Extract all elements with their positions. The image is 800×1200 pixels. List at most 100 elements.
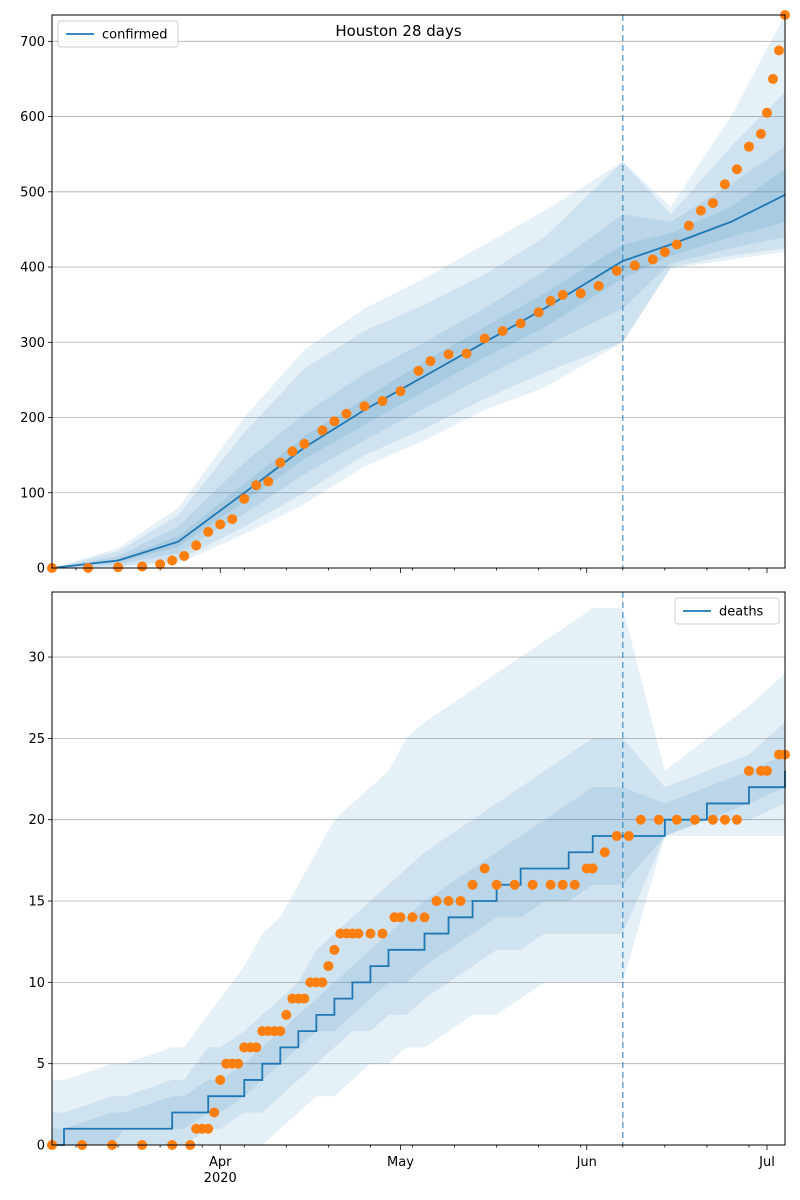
observed-point xyxy=(191,540,202,551)
legend-label: deaths xyxy=(719,605,764,620)
observed-point xyxy=(323,961,334,972)
observed-point xyxy=(203,1123,214,1134)
observed-point xyxy=(209,1107,220,1118)
observed-point xyxy=(329,944,340,955)
observed-point xyxy=(599,847,610,858)
legend-label: confirmed xyxy=(102,28,168,43)
uncertainty-band-outer2 xyxy=(52,15,785,568)
observed-point xyxy=(425,356,436,367)
observed-point xyxy=(587,863,598,874)
observed-point xyxy=(299,993,310,1004)
observed-point xyxy=(359,401,370,412)
observed-point xyxy=(743,765,754,776)
observed-point xyxy=(167,555,178,566)
observed-point xyxy=(545,295,556,306)
observed-point xyxy=(659,247,670,257)
legend-box xyxy=(57,20,179,48)
observed-point xyxy=(533,307,544,318)
y-tick-label: 30 xyxy=(28,651,45,666)
observed-point xyxy=(461,348,472,359)
y-tick-label: 15 xyxy=(28,895,45,910)
x-tick-label: May xyxy=(387,1155,414,1170)
y-tick-label: 100 xyxy=(20,486,45,501)
observed-point xyxy=(671,239,682,250)
observed-point xyxy=(647,254,658,265)
observed-point xyxy=(767,73,778,84)
observed-point xyxy=(179,550,190,561)
observed-point xyxy=(407,912,418,923)
observed-point xyxy=(479,863,490,874)
y-tick-label: 300 xyxy=(20,336,45,351)
observed-point xyxy=(557,879,568,890)
observed-point xyxy=(761,765,772,776)
observed-point xyxy=(239,493,250,504)
x-tick-label: Jul xyxy=(758,1155,775,1170)
observed-point xyxy=(155,559,166,570)
observed-point xyxy=(629,260,640,271)
y-tick-label: 600 xyxy=(20,110,45,125)
deaths-median-line xyxy=(52,770,786,1146)
observed-point xyxy=(443,896,454,907)
observed-point xyxy=(671,814,682,825)
observed-point xyxy=(731,814,742,825)
y-tick-label: 0 xyxy=(37,1139,45,1154)
observed-point xyxy=(287,446,298,457)
observed-point xyxy=(611,265,622,276)
observed-point xyxy=(467,879,478,890)
observed-point xyxy=(215,519,226,530)
x-tick-label: Apr xyxy=(209,1155,232,1170)
observed-point xyxy=(215,1074,226,1085)
y-tick-label: 20 xyxy=(28,813,45,828)
observed-point xyxy=(395,386,406,397)
observed-point xyxy=(395,912,406,923)
uncertainty-band-mid xyxy=(52,146,785,568)
observed-point xyxy=(707,814,718,825)
observed-point xyxy=(479,333,490,344)
observed-point xyxy=(575,288,586,299)
y-tick-label: 10 xyxy=(28,976,45,991)
observed-point xyxy=(455,896,466,907)
y-tick-label: 0 xyxy=(37,562,45,577)
observed-point xyxy=(377,928,388,939)
observed-point xyxy=(623,830,634,841)
uncertainty-band-outer xyxy=(52,608,785,1145)
observed-point xyxy=(773,45,784,56)
observed-point xyxy=(137,561,148,572)
observed-point xyxy=(317,977,328,988)
uncertainty-band-mid xyxy=(52,722,785,1145)
y-tick-label: 200 xyxy=(20,411,45,426)
y-tick-label: 700 xyxy=(20,35,45,50)
observed-point xyxy=(497,326,508,336)
observed-point xyxy=(419,912,430,923)
observed-point xyxy=(593,280,604,291)
observed-point xyxy=(683,220,694,231)
axes-frame xyxy=(51,591,786,1146)
observed-point xyxy=(431,896,442,907)
observed-point xyxy=(329,416,340,427)
observed-point xyxy=(509,879,520,890)
x-tick-sublabel: 2020 xyxy=(204,1171,237,1186)
observed-point xyxy=(515,318,526,329)
observed-point xyxy=(545,879,556,890)
y-tick-label: 500 xyxy=(20,185,45,200)
observed-point xyxy=(233,1058,244,1069)
observed-point xyxy=(251,1042,262,1053)
observed-point xyxy=(731,164,742,175)
observed-point xyxy=(275,1026,286,1037)
observed-point xyxy=(695,205,706,216)
observed-point xyxy=(761,107,772,118)
observed-point xyxy=(569,879,580,890)
observed-point xyxy=(707,198,718,209)
observed-point xyxy=(275,457,286,468)
observed-point xyxy=(689,814,700,825)
observed-point xyxy=(227,514,238,525)
observed-point xyxy=(365,928,376,939)
observed-point xyxy=(557,289,568,300)
axes-frame xyxy=(51,14,786,569)
observed-point xyxy=(113,562,124,573)
confirmed-panel: 0 100 200 300 400 500 600 700 Houston 28 days con… xyxy=(20,10,790,577)
observed-point xyxy=(263,476,274,487)
observed-point xyxy=(719,814,730,825)
